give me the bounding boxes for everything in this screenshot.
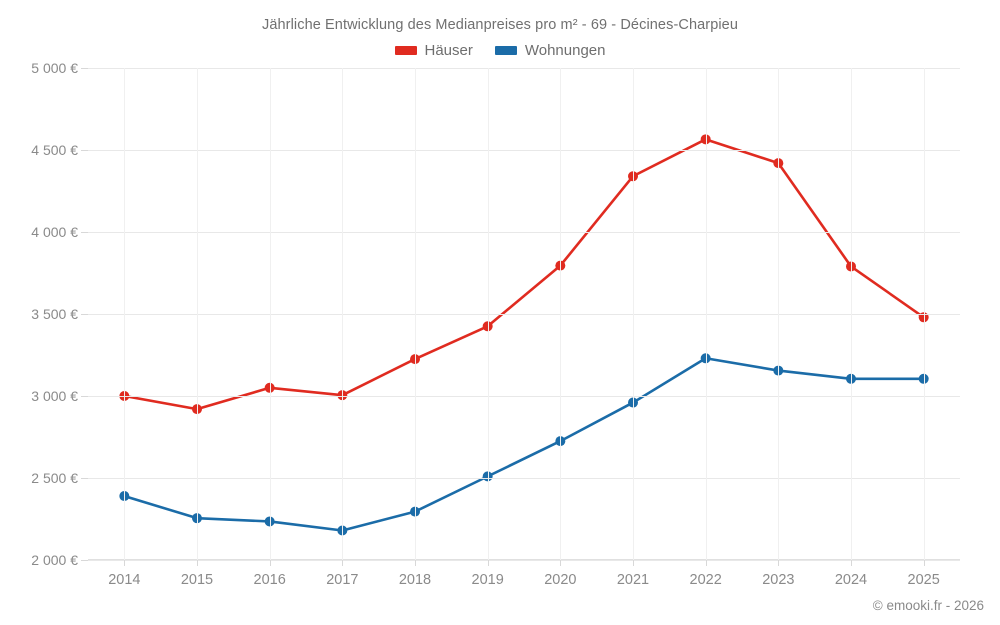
x-tick-label: 2017: [326, 572, 359, 588]
y-tick-mark: [81, 396, 88, 397]
y-gridline: [88, 314, 960, 315]
y-tick-label: 5 000 €: [31, 60, 78, 76]
legend-item-0[interactable]: Häuser: [394, 42, 473, 59]
x-tick-mark: [124, 560, 126, 566]
y-tick-label: 2 000 €: [31, 552, 78, 568]
y-tick-label: 3 000 €: [31, 388, 78, 404]
x-gridline: [923, 68, 925, 560]
y-gridline: [88, 396, 960, 397]
x-tick-mark: [197, 560, 198, 566]
x-tick-label: 2022: [689, 572, 722, 588]
credit-label: © emooki.fr - 2026: [872, 598, 984, 613]
chart-title: Jährliche Entwicklung des Medianpreises …: [261, 17, 739, 33]
x-tick-label: 2024: [834, 572, 868, 588]
y-tick-mark: [81, 150, 88, 151]
x-gridline: [778, 68, 780, 560]
plot-area: 2 000 € 2 500 € 3 000 € 3 500 € 4 000 € 4 500…: [31, 60, 960, 588]
y-tick-mark: [81, 314, 88, 315]
x-axis-line: [88, 559, 960, 560]
y-tick-label: 3 500 €: [31, 306, 78, 322]
series-line-1: [123, 356, 925, 532]
x-gridline: [124, 68, 126, 560]
x-tick-label: 2025: [907, 572, 940, 588]
x-tick-mark: [778, 560, 780, 566]
y-tick-label: 2 500 €: [31, 470, 78, 486]
x-tick-mark: [633, 560, 634, 566]
x-tick-mark: [560, 560, 562, 566]
y-tick-mark: [81, 68, 88, 69]
series-line-0: [123, 138, 925, 411]
y-gridline: [88, 150, 960, 151]
y-tick-label: 4 000 €: [31, 224, 78, 240]
x-tick-label: 2018: [398, 572, 432, 588]
x-tick-mark: [269, 560, 271, 566]
legend-swatch-icon: [494, 46, 517, 55]
y-gridline: [88, 232, 960, 233]
x-tick-label: 2021: [616, 572, 650, 588]
x-gridline: [342, 68, 344, 560]
x-tick-mark: [487, 560, 489, 566]
legend-item-1[interactable]: Wohnungen: [494, 42, 606, 59]
x-tick-label: 2016: [253, 572, 286, 588]
x-tick-mark: [923, 560, 925, 566]
legend-item-label: Häuser: [424, 42, 473, 59]
y-tick-mark: [81, 560, 88, 561]
x-tick-mark: [415, 560, 416, 566]
x-gridline: [851, 68, 852, 560]
x-tick-mark: [342, 560, 344, 566]
x-gridline: [633, 68, 634, 560]
series-layer: [119, 134, 929, 536]
x-gridline: [560, 68, 562, 560]
legend-swatch-icon: [394, 46, 417, 55]
y-gridline: [88, 478, 960, 479]
x-gridline: [487, 68, 489, 560]
x-gridline: [705, 68, 707, 560]
x-tick-label: 2015: [180, 572, 214, 588]
y-tick-mark: [81, 232, 88, 233]
x-tick-label: 2023: [762, 572, 795, 588]
x-gridline: [269, 68, 271, 560]
x-tick-mark: [851, 560, 852, 566]
chart-legend: Häuser Wohnungen: [0, 42, 1000, 59]
x-tick-mark: [705, 560, 707, 566]
y-tick-label: 4 500 €: [31, 142, 78, 158]
x-gridline: [415, 68, 416, 560]
x-tick-label: 2020: [544, 572, 577, 588]
y-tick-mark: [81, 478, 88, 479]
x-tick-label: 2019: [471, 572, 504, 588]
y-gridline: [88, 68, 960, 69]
legend-item-label: Wohnungen: [524, 42, 606, 59]
y-gridline: [88, 560, 960, 561]
x-gridline: [197, 68, 198, 560]
x-tick-label: 2014: [108, 572, 141, 588]
